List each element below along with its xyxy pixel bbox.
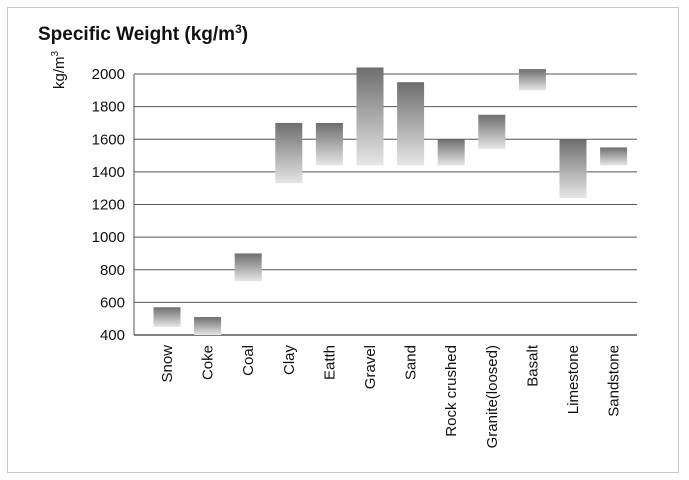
y-tick-label: 400 <box>100 327 125 344</box>
bar-sandstone <box>600 147 628 166</box>
chart-title: Specific Weight (kg/m3) <box>38 22 248 45</box>
specific-weight-chart: Specific Weight (kg/m3) 400 600 800 1000 120… <box>38 22 637 448</box>
y-tick-label: 800 <box>100 262 125 279</box>
y-tick-label: 2000 <box>92 66 125 83</box>
y-tick-label: 1200 <box>92 197 125 214</box>
category-label: Basalt <box>524 344 541 387</box>
bar-snow <box>153 307 181 327</box>
bar-sand <box>397 82 425 166</box>
category-label: Gravel <box>362 345 379 389</box>
category-label: Rock crushed <box>443 345 460 437</box>
category-label: Granite(loosed) <box>484 345 501 448</box>
bar-rock-crushed <box>437 139 465 166</box>
category-label: Clay <box>281 345 298 376</box>
bar-limestone <box>559 139 587 198</box>
y-tick-label: 1400 <box>92 164 125 181</box>
y-tick-labels: 400 600 800 1000 1200 1400 1600 1800 2000 <box>92 66 125 344</box>
bar-eatth <box>315 122 343 166</box>
bar-coke <box>194 317 222 335</box>
y-tick-label: 1000 <box>92 229 125 246</box>
bars <box>153 67 628 335</box>
chart-frame: Specific Weight (kg/m3) 400 600 800 1000 120… <box>7 7 679 473</box>
category-label: Sandstone <box>606 345 623 417</box>
category-labels: Snow Coke Coal Clay Eatth Gravel Sand Rock crus… <box>159 344 623 448</box>
bar-coal <box>234 253 262 282</box>
category-label: Snow <box>159 345 176 383</box>
y-tick-label: 1600 <box>92 131 125 148</box>
category-label: Sand <box>403 345 420 380</box>
category-label: Coal <box>240 345 257 376</box>
category-label: Coke <box>200 345 217 380</box>
category-label: Limestone <box>565 345 582 414</box>
grid-lines <box>133 73 637 336</box>
category-label: Eatth <box>321 345 338 380</box>
y-tick-label: 1800 <box>92 99 125 116</box>
y-tick-label: 600 <box>100 294 125 311</box>
bar-clay <box>275 122 303 184</box>
bar-basalt <box>518 69 546 91</box>
bar-granite-loosed- <box>478 114 506 150</box>
y-axis-label: kg/m3 <box>50 50 68 89</box>
bar-gravel <box>356 67 384 166</box>
